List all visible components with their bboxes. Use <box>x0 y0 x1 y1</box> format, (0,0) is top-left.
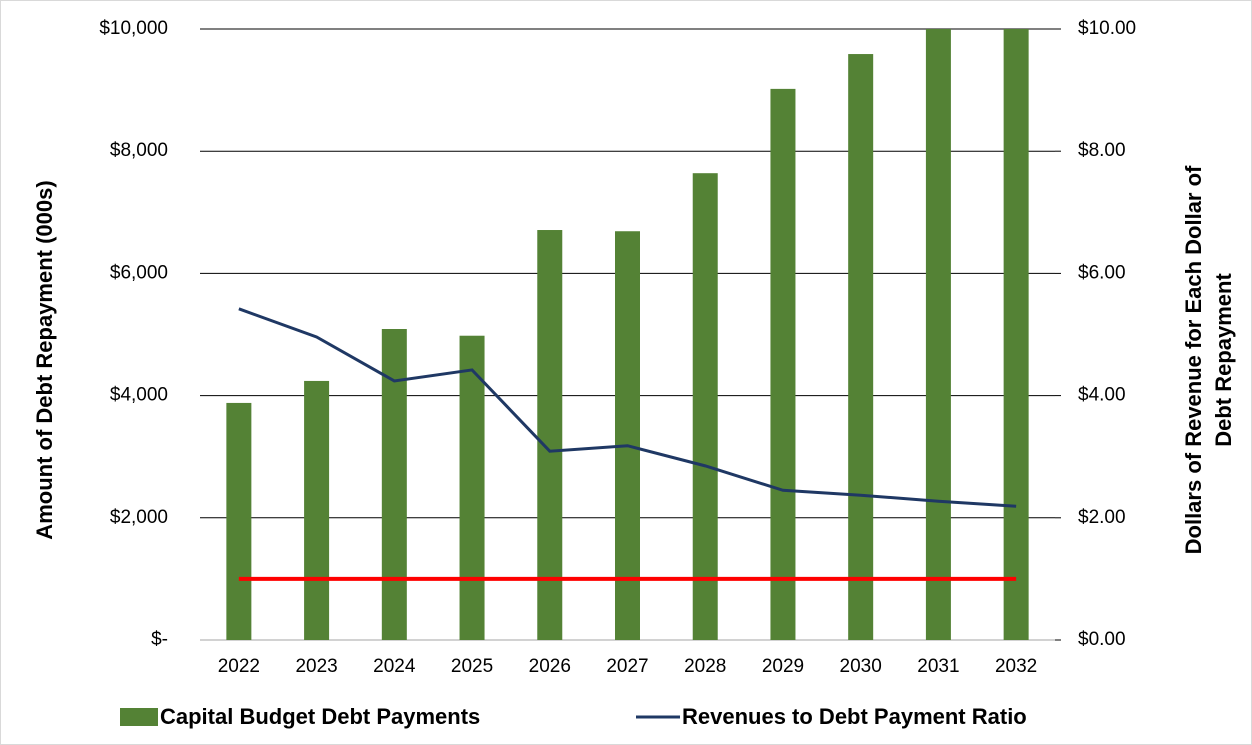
y2-tick-label: $0.00 <box>1078 629 1126 650</box>
legend-label: Capital Budget Debt Payments <box>160 704 480 729</box>
x-tick-label: 2028 <box>684 656 726 677</box>
y-tick-label: $- <box>151 629 168 650</box>
y2-tick-label: $8.00 <box>1078 140 1126 161</box>
y2-tick-label: $10.00 <box>1078 18 1136 39</box>
legend-label: Revenues to Debt Payment Ratio <box>682 704 1027 729</box>
x-tick-label: 2022 <box>218 656 260 677</box>
line <box>238 307 1017 508</box>
bar <box>537 230 563 641</box>
bar <box>770 88 796 641</box>
x-tick-label: 2025 <box>451 656 493 677</box>
legend-swatch <box>120 708 158 726</box>
x-tick-label: 2024 <box>373 656 416 677</box>
bar <box>848 54 874 640</box>
x-tick-label: 2032 <box>995 656 1037 677</box>
x-tick-label: 2030 <box>840 656 882 677</box>
y2-tick-label: $2.00 <box>1078 507 1126 528</box>
bar <box>925 29 951 640</box>
y-tick-label: $6,000 <box>110 262 168 283</box>
y-tick-label: $8,000 <box>110 140 168 161</box>
bar <box>304 380 330 640</box>
y2-axis-title: Dollars of Revenue for Each Dollar of <box>1181 165 1206 554</box>
bar <box>1003 29 1029 640</box>
bar <box>459 335 485 640</box>
y-axis-title: Amount of Debt Repayment (000s) <box>32 180 57 539</box>
y2-tick-label: $4.00 <box>1078 385 1126 406</box>
x-tick-label: 2027 <box>606 656 648 677</box>
x-tick-label: 2026 <box>529 656 571 677</box>
y2-axis-title: Debt Repayment <box>1211 273 1236 447</box>
y-tick-label: $10,000 <box>99 18 168 39</box>
y2-tick-label: $6.00 <box>1078 262 1126 283</box>
x-tick-label: 2031 <box>917 656 959 677</box>
y-tick-label: $4,000 <box>110 385 168 406</box>
bar <box>615 231 640 640</box>
x-tick-label: 2023 <box>295 656 337 677</box>
x-tick-label: 2029 <box>762 656 804 677</box>
bar <box>226 402 252 640</box>
bar <box>692 173 718 641</box>
y-tick-label: $2,000 <box>110 507 168 528</box>
